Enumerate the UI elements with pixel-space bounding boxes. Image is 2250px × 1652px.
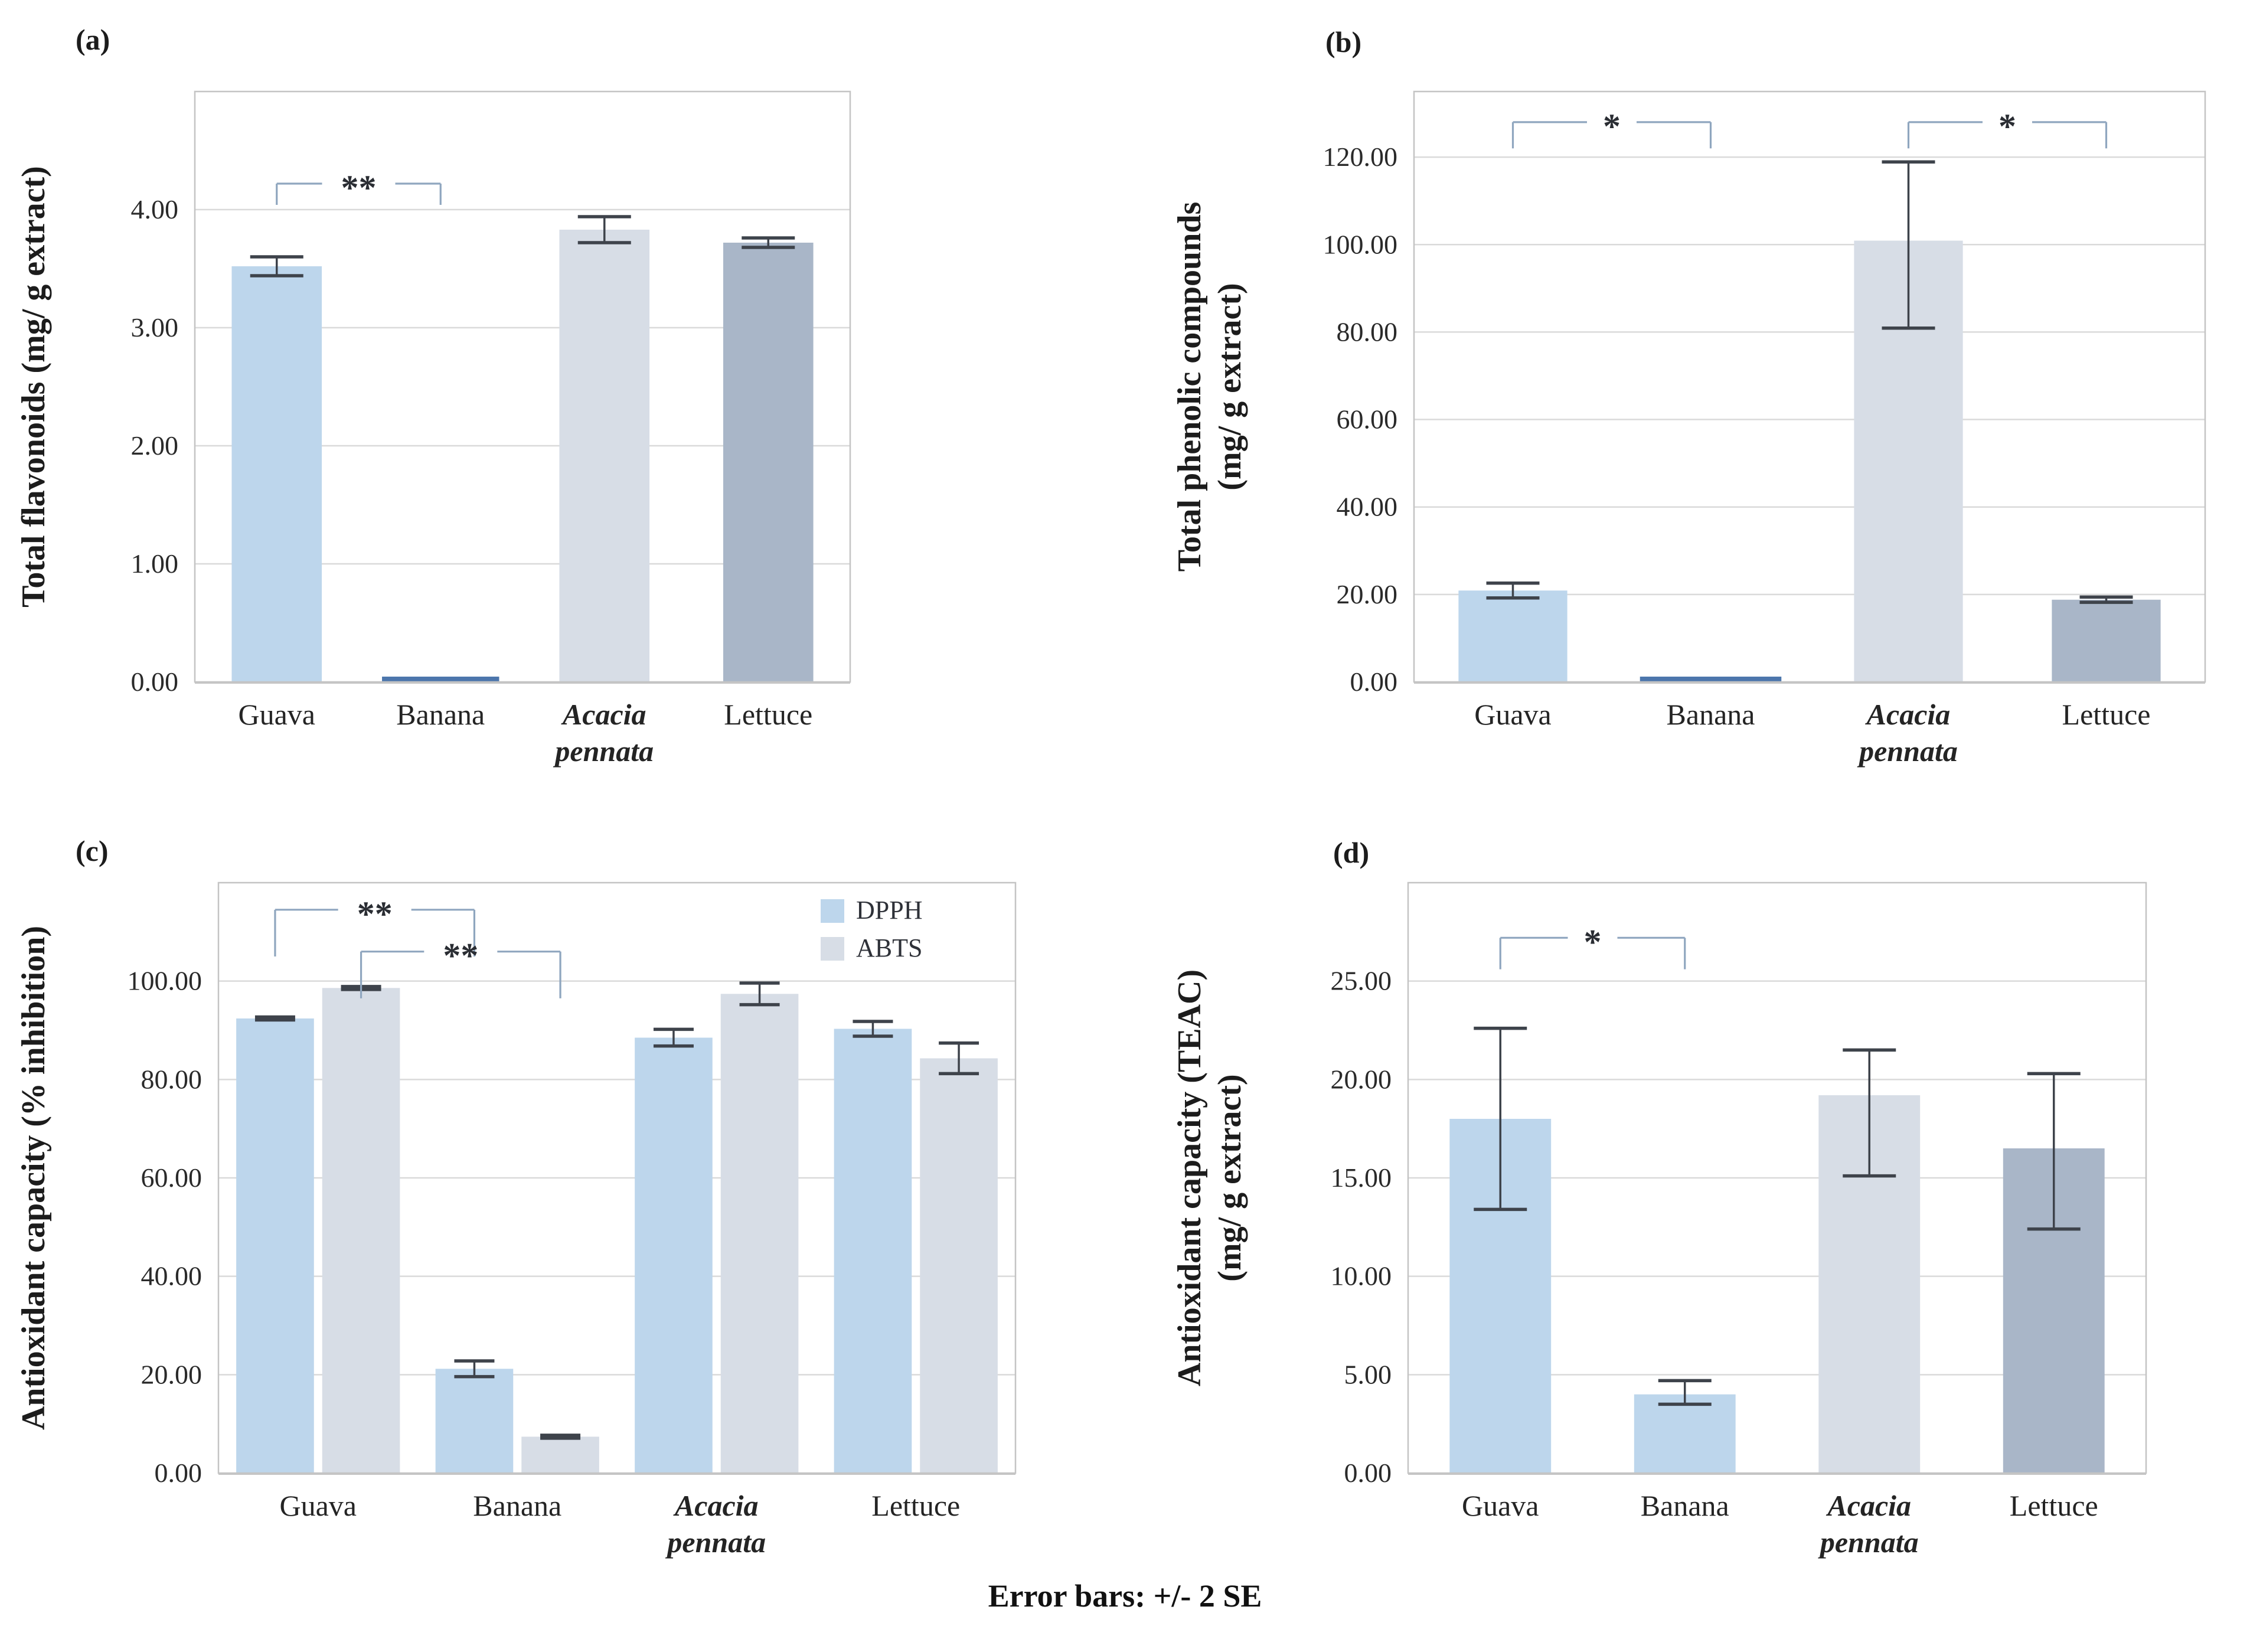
bar [1458,590,1568,682]
y-tick-label: 4.00 [131,194,179,224]
bar [723,243,814,682]
category-label: Lettuce [2062,698,2151,731]
significance-label: * [1603,107,1621,146]
significance-label: * [1584,922,1602,961]
category-label: Banana [1667,698,1755,731]
category-label: pennata [1818,1526,1919,1559]
panel-letter-c: (c) [76,834,109,867]
category-label: Guava [1462,1489,1539,1522]
plot-area [1414,92,2205,682]
category-label: Banana [1641,1489,1729,1522]
bar [236,1018,314,1473]
chart-c-antioxidant-inhibition: 0.00 20.00 40.00 60.00 80.00 100.00 Guava Banan… [15,881,1017,1559]
plot-border [1407,881,2147,1474]
y-axis-title: (mg/ g extract) [1211,283,1248,490]
significance-label: ** [443,936,478,975]
y-tick-label: 60.00 [1337,404,1398,435]
y-tick-label: 0.00 [1350,667,1398,697]
y-tick-label: 2.00 [131,430,179,461]
legend-swatch-dpph [821,899,844,923]
legend-label-dpph: DPPH [856,896,923,925]
y-tick-label: 20.00 [1331,1064,1392,1094]
y-axis-title: (mg/ g extract) [1211,1074,1248,1281]
chart-b-total-phenolics: 0.00 20.00 40.00 60.00 80.00 100.00 120.00 Guav… [1171,90,2206,768]
y-tick-label: 100.00 [128,966,203,996]
y-tick-label: 80.00 [1337,316,1398,347]
category-label: Acacia [1865,698,1951,731]
bar [834,1029,912,1473]
bar [231,266,322,682]
category-label: Acacia [561,698,646,731]
panel-letter-a: (a) [76,23,110,56]
y-tick-label: 15.00 [1331,1163,1392,1193]
chart-d-antioxidant-teac: 0.00 5.00 10.00 15.00 20.00 25.00 Guava Banana A… [1171,881,2147,1559]
y-tick-label: 1.00 [131,549,179,579]
y-tick-label: 80.00 [141,1064,203,1094]
bar [435,1369,514,1473]
chart-a-total-flavonoids: 0.00 1.00 2.00 3.00 4.00 Guava Banana Acaciapen… [15,90,851,768]
category-label: Acacia [1826,1489,1911,1522]
bar [920,1058,998,1473]
significance-label: ** [341,168,377,207]
category-label: Lettuce [724,698,812,731]
category-label: Guava [239,698,316,731]
category-label: pennata [665,1526,766,1559]
bar [2052,599,2161,682]
category-label: Lettuce [871,1489,960,1522]
plot-border [194,90,851,683]
y-tick-label: 20.00 [1337,579,1398,609]
y-tick-label: 40.00 [1337,492,1398,522]
y-tick-label: 3.00 [131,312,179,342]
panel-letter-d: (d) [1333,836,1370,869]
bar [559,230,650,682]
category-label: Banana [473,1489,561,1522]
category-label: pennata [1857,734,1958,768]
bar [521,1436,599,1473]
plot-border [217,881,1017,1474]
y-tick-label: 60.00 [141,1163,203,1193]
legend-swatch-abts [821,937,844,961]
y-tick-label: 0.00 [155,1458,203,1488]
category-label: Guava [280,1489,357,1522]
bar [1634,1394,1736,1473]
bar [635,1037,713,1473]
bar [322,988,400,1473]
bar-zero-line [382,677,499,682]
y-axis-title: Total phenolic compounds [1171,202,1208,572]
y-tick-label: 25.00 [1331,966,1392,996]
category-label: Lettuce [2010,1489,2098,1522]
y-axis-title: Antioxidant capacity (TEAC) [1171,969,1208,1386]
figure-caption: Error bars: +/- 2 SE [988,1578,1262,1614]
y-tick-label: 0.00 [1344,1458,1392,1488]
bar [720,994,799,1473]
plot-border [1413,90,2206,683]
y-axis-title: Antioxidant capacity (% inhibition) [15,926,52,1430]
bar-zero-line [1640,677,1782,682]
y-axis-title: Total flavonoids (mg/ g extract) [15,166,52,608]
y-tick-label: 40.00 [141,1261,203,1291]
y-tick-label: 0.00 [131,667,179,697]
y-tick-label: 120.00 [1323,142,1398,172]
category-label: Guava [1474,698,1552,731]
y-tick-label: 10.00 [1331,1261,1392,1291]
legend-label-abts: ABTS [856,933,922,962]
panel-letter-b: (b) [1325,25,1362,58]
y-tick-label: 100.00 [1323,229,1398,259]
significance-label: * [1998,107,2016,146]
category-label: Acacia [673,1489,759,1522]
significance-label: ** [357,894,393,933]
category-label: pennata [553,734,654,768]
y-tick-label: 5.00 [1344,1359,1392,1389]
category-label: Banana [396,698,485,731]
y-tick-label: 20.00 [141,1359,203,1389]
